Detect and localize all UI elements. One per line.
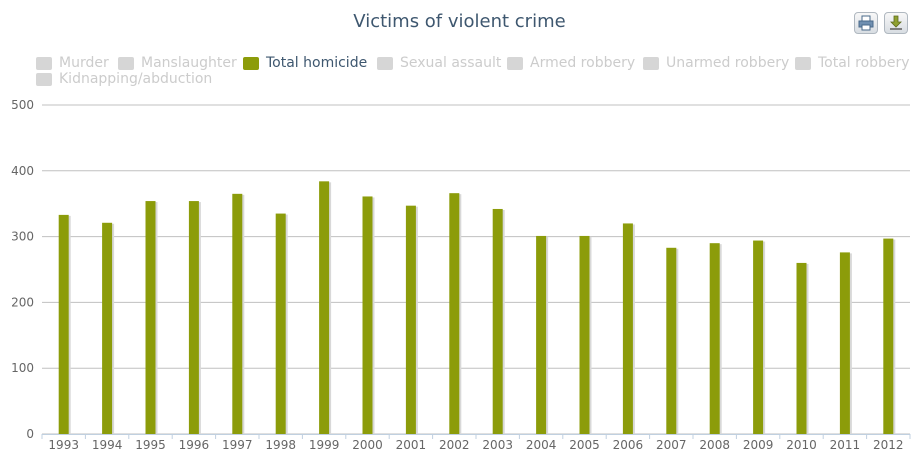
printer-icon	[858, 15, 874, 31]
x-tick-label: 1995	[135, 438, 166, 452]
x-tick-label: 2002	[439, 438, 470, 452]
legend-label: Armed robbery	[530, 55, 636, 71]
legend-item-kidnapping-abduction[interactable]: Kidnapping/abduction	[36, 71, 212, 87]
legend-item-manslaughter[interactable]: Manslaughter	[118, 55, 237, 71]
legend-item-total-homicide[interactable]: Total homicide	[243, 55, 367, 71]
x-tick-label: 2008	[699, 438, 730, 452]
bar	[796, 262, 807, 434]
legend-label: Total homicide	[266, 55, 368, 71]
bar	[405, 205, 416, 434]
x-tick-label: 1993	[48, 438, 79, 452]
x-tick-label: 2010	[786, 438, 817, 452]
x-tick-label: 2004	[526, 438, 557, 452]
y-tick-label: 0	[26, 427, 34, 441]
bar	[188, 201, 199, 434]
bar	[275, 213, 286, 434]
legend-label: Manslaughter	[141, 55, 237, 71]
x-tick-label: 2006	[613, 438, 644, 452]
legend-swatch	[36, 72, 52, 86]
legend-swatch	[643, 56, 659, 70]
y-tick-label: 100	[11, 361, 34, 375]
chart-title: Victims of violent crime	[353, 11, 566, 32]
x-tick-label: 1998	[265, 438, 296, 452]
bar	[58, 214, 69, 434]
bar	[362, 196, 373, 434]
legend-swatch	[36, 56, 52, 70]
bar	[883, 238, 894, 434]
bar	[536, 235, 547, 434]
bar	[102, 222, 113, 434]
bar	[449, 193, 460, 434]
x-tick-label: 2005	[569, 438, 600, 452]
x-tick-label: 1994	[92, 438, 123, 452]
legend-item-murder[interactable]: Murder	[36, 55, 109, 71]
bar	[492, 208, 503, 434]
print-button[interactable]	[854, 12, 878, 34]
bar	[579, 235, 590, 434]
y-tick-label: 200	[11, 295, 34, 309]
legend-label: Kidnapping/abduction	[59, 71, 213, 87]
x-tick-label: 1997	[222, 438, 253, 452]
y-tick-label: 400	[11, 164, 34, 178]
legend-label: Unarmed robbery	[666, 55, 790, 71]
x-tick-label: 2003	[482, 438, 513, 452]
bar	[622, 223, 633, 434]
x-tick-label: 2007	[656, 438, 687, 452]
legend-label: Total robbery	[818, 55, 910, 71]
bar	[666, 247, 677, 434]
x-tick-label: 2001	[396, 438, 427, 452]
legend-item-unarmed-robbery[interactable]: Unarmed robbery	[643, 55, 789, 71]
x-tick-label: 1999	[309, 438, 340, 452]
y-tick-label: 300	[11, 230, 34, 244]
legend-item-sexual-assault[interactable]: Sexual assault	[377, 55, 501, 71]
download-icon	[890, 15, 902, 30]
legend-item-total-robbery[interactable]: Total robbery	[795, 55, 910, 71]
legend-swatch	[507, 56, 523, 70]
x-tick-label: 1996	[179, 438, 210, 452]
legend-swatch	[243, 56, 259, 70]
x-tick-label: 2012	[873, 438, 904, 452]
bar	[753, 240, 764, 434]
x-tick-label: 2009	[743, 438, 774, 452]
download-button[interactable]	[884, 12, 908, 34]
bar	[232, 193, 243, 434]
x-tick-label: 2000	[352, 438, 383, 452]
legend-item-armed-robbery[interactable]: Armed robbery	[507, 55, 635, 71]
bar	[839, 252, 850, 434]
bar	[319, 181, 330, 434]
legend-swatch	[795, 56, 811, 70]
x-tick-label: 2011	[830, 438, 861, 452]
legend-label: Murder	[59, 55, 109, 71]
legend-swatch	[377, 56, 393, 70]
legend-swatch	[118, 56, 134, 70]
bar	[145, 201, 156, 434]
y-tick-label: 500	[11, 98, 34, 112]
legend-label: Sexual assault	[400, 55, 502, 71]
bar	[709, 243, 720, 434]
